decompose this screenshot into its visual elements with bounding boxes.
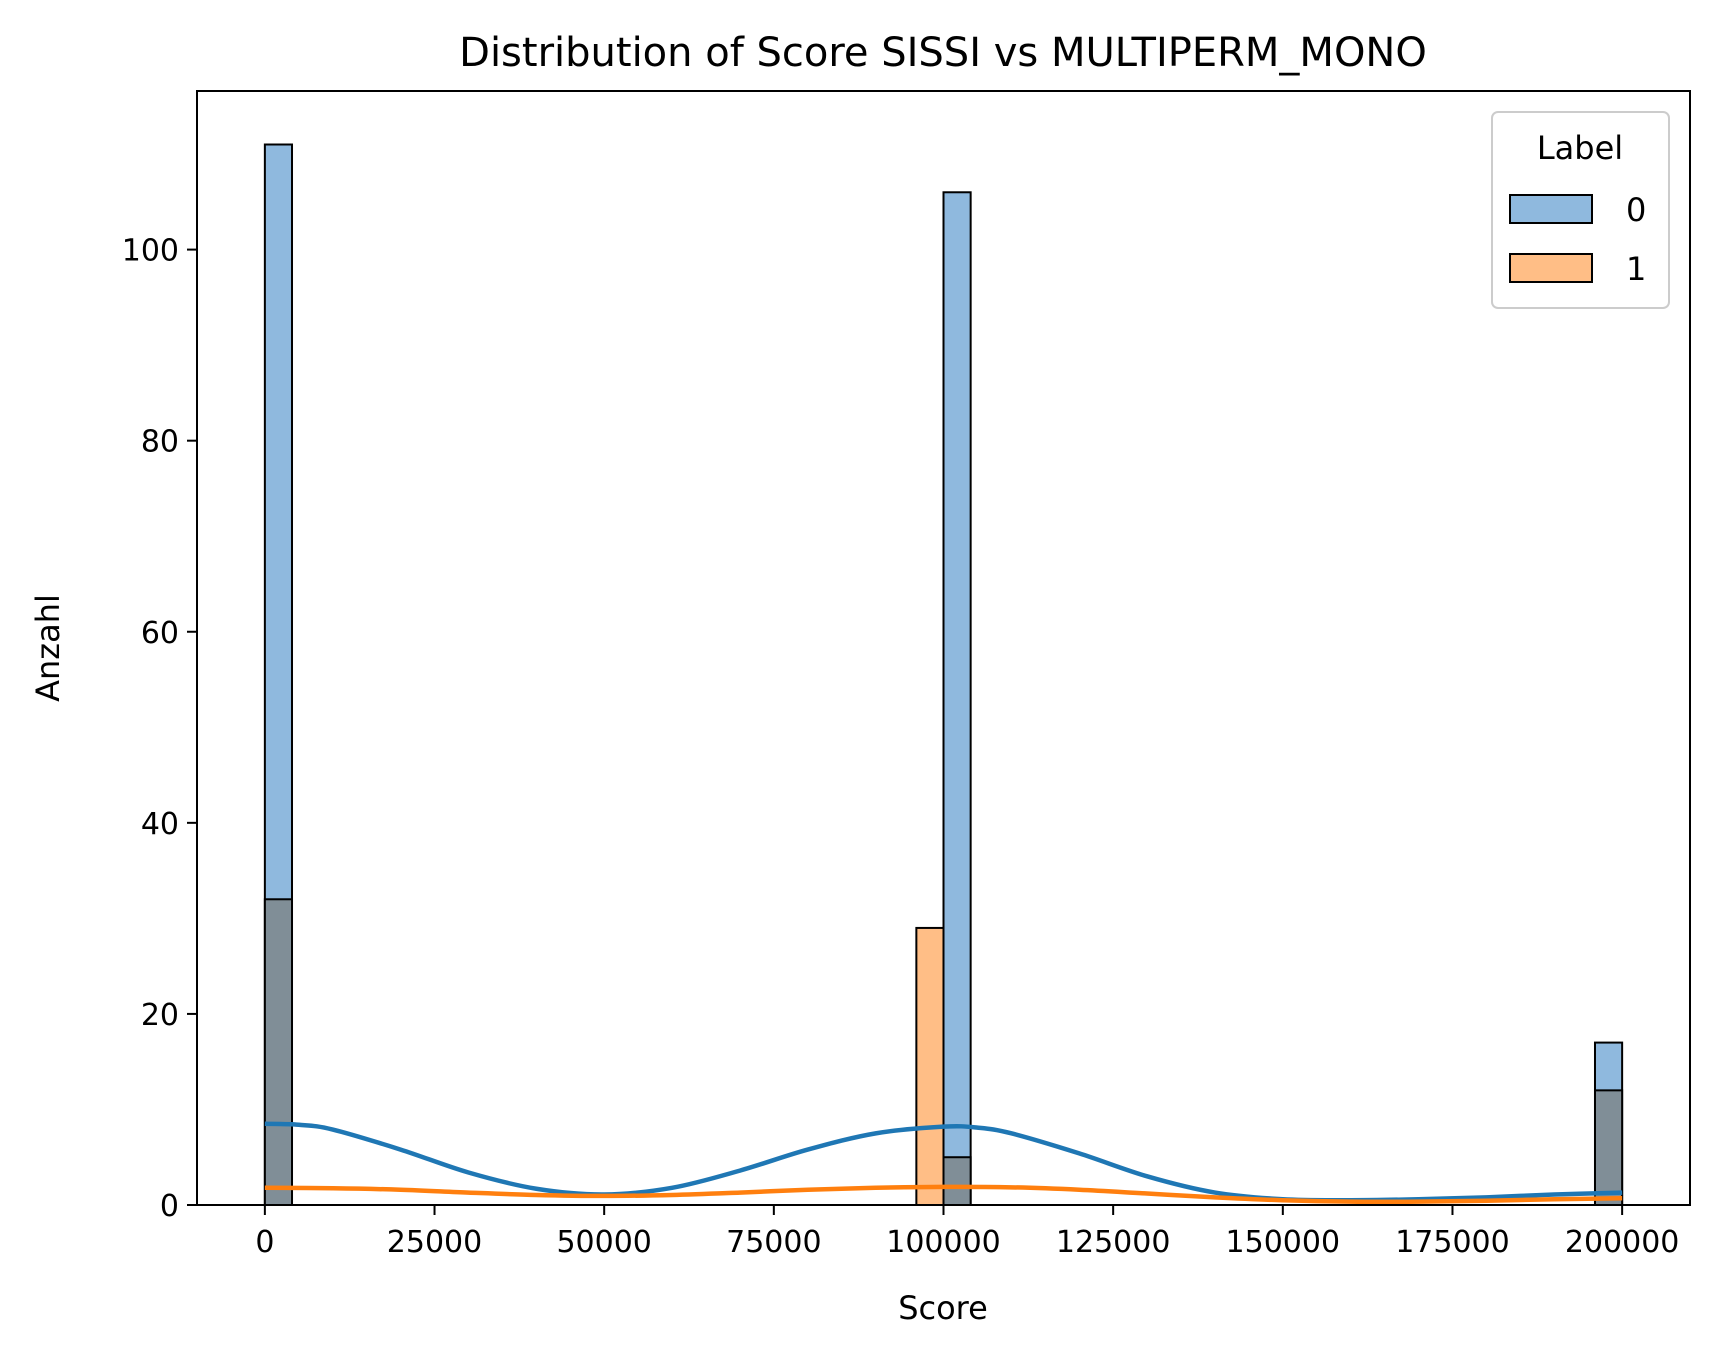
legend-swatch-0 xyxy=(1509,194,1593,224)
x-tick-label: 125000 xyxy=(1056,1225,1171,1260)
x-tick-label: 100000 xyxy=(886,1225,1001,1260)
y-axis-ticks: 0 20 40 60 80 100 xyxy=(122,234,197,1224)
bar-label1-2 xyxy=(942,1156,972,1207)
y-tick-label: 80 xyxy=(141,425,179,460)
bars-layer xyxy=(263,143,1624,1207)
y-tick-label: 20 xyxy=(141,998,179,1033)
x-tick-label: 200000 xyxy=(1565,1225,1680,1260)
legend: Label 0 1 xyxy=(1491,111,1670,309)
x-axis-title: Score xyxy=(898,1289,988,1327)
legend-swatch-1 xyxy=(1509,253,1593,283)
chart-title: Distribution of Score SISSI vs MULTIPERM… xyxy=(459,30,1427,76)
x-tick-label: 150000 xyxy=(1226,1225,1341,1260)
x-tick-label: 75000 xyxy=(726,1225,821,1260)
kde-layer xyxy=(264,1121,1623,1205)
x-tick-label: 25000 xyxy=(387,1225,482,1260)
y-tick-label: 0 xyxy=(160,1189,179,1224)
y-axis-title: Anzahl xyxy=(29,594,67,702)
x-tick-label: 0 xyxy=(255,1225,274,1260)
y-tick-label: 40 xyxy=(141,807,179,842)
legend-title: Label xyxy=(1537,129,1623,167)
y-tick-label: 100 xyxy=(122,234,179,269)
bar-label0-1 xyxy=(942,191,972,1207)
bar-label1-0 xyxy=(263,898,294,1206)
bar-label1-1 xyxy=(915,926,945,1206)
legend-label-1: 1 xyxy=(1626,250,1646,288)
x-tick-label: 50000 xyxy=(556,1225,651,1260)
legend-label-0: 0 xyxy=(1626,191,1646,229)
x-tick-label: 175000 xyxy=(1395,1225,1510,1260)
y-tick-label: 60 xyxy=(141,616,179,651)
bar-label1-3 xyxy=(1593,1089,1624,1207)
kde-line-label1 xyxy=(264,1184,1623,1205)
x-axis-ticks: 0 25000 50000 75000 100000 125000 150000 175000… xyxy=(255,1205,1679,1260)
